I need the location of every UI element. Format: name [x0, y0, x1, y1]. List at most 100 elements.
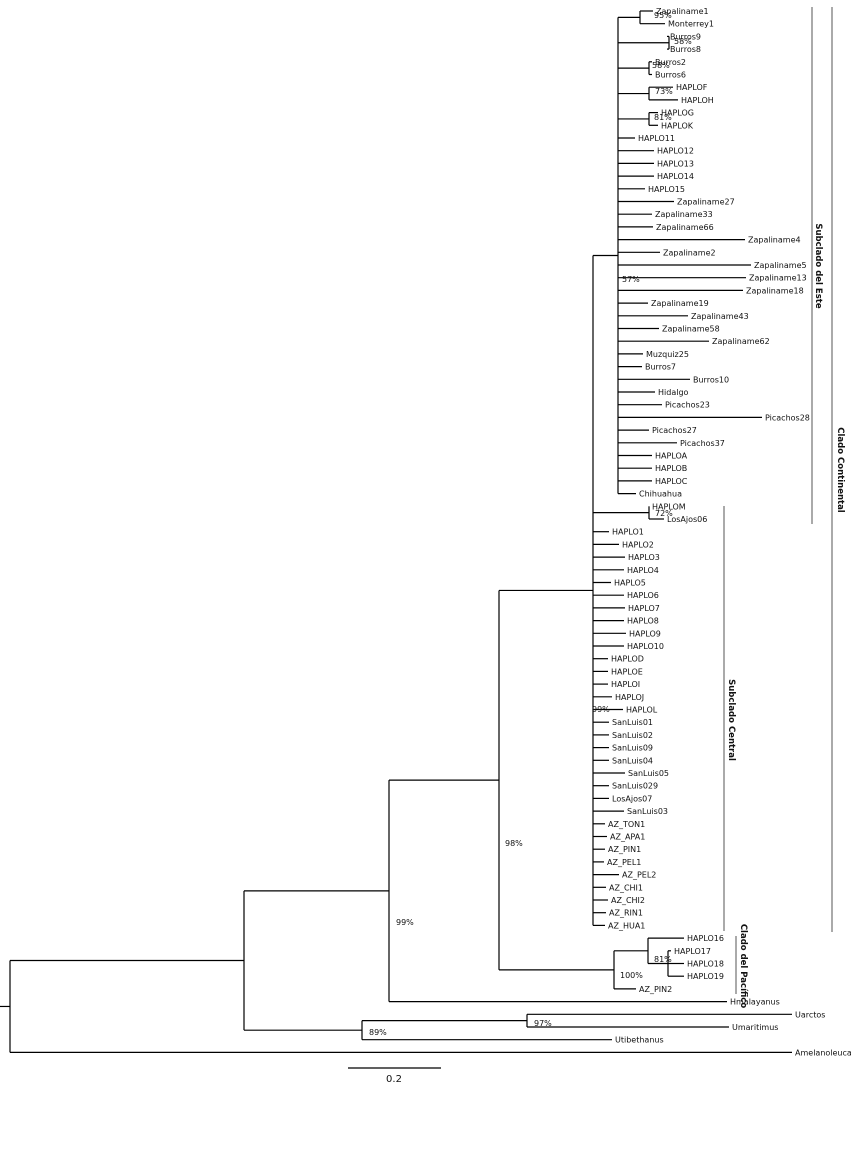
tip-label: Zapaliname27	[677, 198, 735, 207]
bootstrap-value: 98%	[505, 839, 523, 848]
tip-label: HAPLO10	[627, 642, 664, 651]
tip-label: HAPLOC	[655, 477, 688, 486]
tip-label: Zapaliname18	[746, 286, 804, 295]
tip-label: Chihuahua	[639, 490, 682, 499]
tip-label: Amelanoleuca	[795, 1048, 851, 1057]
tip-labels: Zapaliname1 Monterrey1 Burros9 Burros8 Burro…	[607, 7, 851, 1057]
tip-label: AZ_CHI1	[609, 883, 643, 892]
tip-label: HAPLOF	[676, 83, 708, 92]
tip-label: Uarctos	[795, 1010, 825, 1019]
tip-label: HAPLO5	[614, 579, 646, 588]
tip-label: HAPLO11	[638, 134, 675, 143]
clade-label-este: Subclado del Este	[813, 223, 823, 308]
tip-label: AZ_PEL2	[622, 871, 656, 880]
tip-label: SanLuis03	[627, 807, 668, 816]
tip-label: Hidalgo	[658, 388, 689, 397]
tip-label: Zapaliname1	[656, 7, 709, 16]
tip-label: SanLuis01	[612, 718, 653, 727]
bootstrap-value: 97%	[534, 1019, 552, 1028]
tip-label: Monterrey1	[668, 20, 714, 29]
tip-label: LosAjos07	[612, 794, 652, 803]
tip-label: HAPLO19	[687, 972, 724, 981]
tip-label: SanLuis029	[612, 782, 658, 791]
bootstrap-value: 99%	[396, 918, 414, 927]
tip-label: AZ_RIN1	[609, 909, 643, 918]
tip-label: SanLuis02	[612, 731, 653, 740]
tip-label: AZ_TON1	[608, 820, 645, 829]
bootstrap-value: 58%	[652, 61, 670, 70]
tip-label: SanLuis04	[612, 756, 653, 765]
tip-label: HAPLO18	[687, 960, 724, 969]
tip-label: HAPLO9	[629, 629, 661, 638]
tip-label: SanLuis09	[612, 744, 653, 753]
tip-label: AZ_PIN2	[639, 985, 672, 994]
bootstrap-value: 99%	[592, 705, 610, 714]
tip-label: HAPLOJ	[615, 693, 644, 702]
bootstrap-value: 89%	[369, 1028, 387, 1037]
tip-label: HAPLO2	[622, 540, 654, 549]
tip-label: HAPLOA	[655, 452, 688, 461]
tip-label: HAPLOI	[611, 680, 640, 689]
clade-bar-continental: Clado Continental	[831, 7, 845, 932]
tip-label: HAPLO3	[628, 553, 660, 562]
tip-label: AZ_CHI2	[611, 896, 645, 905]
tip-label: Picachos27	[652, 426, 697, 435]
tip-label: AZ_HUA1	[608, 921, 645, 930]
tip-label: HAPLO12	[657, 147, 694, 156]
tip-label: Zapaliname5	[754, 261, 807, 270]
tip-label: HAPLO4	[627, 566, 659, 575]
bootstrap-labels: 95% 58% 58% 73% 81% 57% 72% 99% 98% 99% 81% 100% 97%…	[369, 11, 692, 1037]
clade-label-pacifico: Clado del Pacífico	[738, 924, 748, 1009]
clade-label-continental: Clado Continental	[835, 427, 845, 513]
tip-label: AZ_PEL1	[607, 858, 641, 867]
tip-label: HAPLOG	[661, 109, 694, 118]
tip-label: Burros8	[670, 45, 701, 54]
tip-label: Picachos28	[765, 413, 810, 422]
bootstrap-value: 72%	[655, 509, 673, 518]
tip-label: Burros10	[693, 375, 729, 384]
tip-label: HAPLO8	[627, 617, 659, 626]
tip-label: HAPLO7	[628, 604, 660, 613]
tip-label: HAPLOM	[652, 502, 686, 511]
scale-bar: 0.2	[348, 1067, 441, 1085]
bootstrap-value: 58%	[674, 37, 692, 46]
tip-label: Zapaliname62	[712, 337, 770, 346]
tip-label: HAPLO13	[657, 159, 694, 168]
tip-label: Zapaliname58	[662, 325, 720, 334]
tip-label: Umaritimus	[732, 1023, 778, 1032]
tip-label: HAPLOD	[611, 655, 644, 664]
tip-label: HAPLO17	[674, 947, 711, 956]
tip-label: Zapaliname66	[656, 223, 714, 232]
bootstrap-value: 95%	[654, 11, 672, 20]
tip-label: Burros7	[645, 363, 676, 372]
tip-label: HAPLOB	[655, 464, 687, 473]
tip-label: Picachos23	[665, 401, 710, 410]
tip-label: Hmalayanus	[730, 998, 780, 1007]
bootstrap-value: 81%	[654, 955, 672, 964]
bootstrap-value: 73%	[655, 87, 673, 96]
tip-label: Utibethanus	[615, 1036, 664, 1045]
tip-label: HAPLOE	[611, 667, 643, 676]
tip-label: Burros2	[655, 58, 686, 67]
bootstrap-value: 100%	[620, 971, 643, 980]
clade-bar-central: Subclado Central	[723, 506, 736, 931]
tip-label: SanLuis05	[628, 769, 669, 778]
tip-label: HAPLO1	[612, 528, 644, 537]
clade-label-central: Subclado Central	[726, 679, 736, 761]
tip-label: HAPLOK	[661, 121, 694, 130]
scale-bar-label: 0.2	[386, 1074, 402, 1085]
tree-branches	[0, 10, 792, 1054]
clade-bar-este: Subclado del Este	[811, 7, 823, 524]
tip-label: Burros9	[670, 32, 701, 41]
tip-label: Zapaliname19	[651, 299, 709, 308]
tip-label: Zapaliname2	[663, 248, 716, 257]
tip-label: Picachos37	[680, 439, 725, 448]
tip-label: HAPLO15	[648, 185, 685, 194]
tip-label: Burros6	[655, 71, 686, 80]
tip-label: Zapaliname13	[749, 274, 807, 283]
tip-label: AZ_APA1	[610, 833, 645, 842]
tip-label: AZ_PIN1	[608, 845, 641, 854]
clade-bar-pacifico: Clado del Pacífico	[735, 924, 748, 1009]
tip-label: HAPLO16	[687, 934, 724, 943]
